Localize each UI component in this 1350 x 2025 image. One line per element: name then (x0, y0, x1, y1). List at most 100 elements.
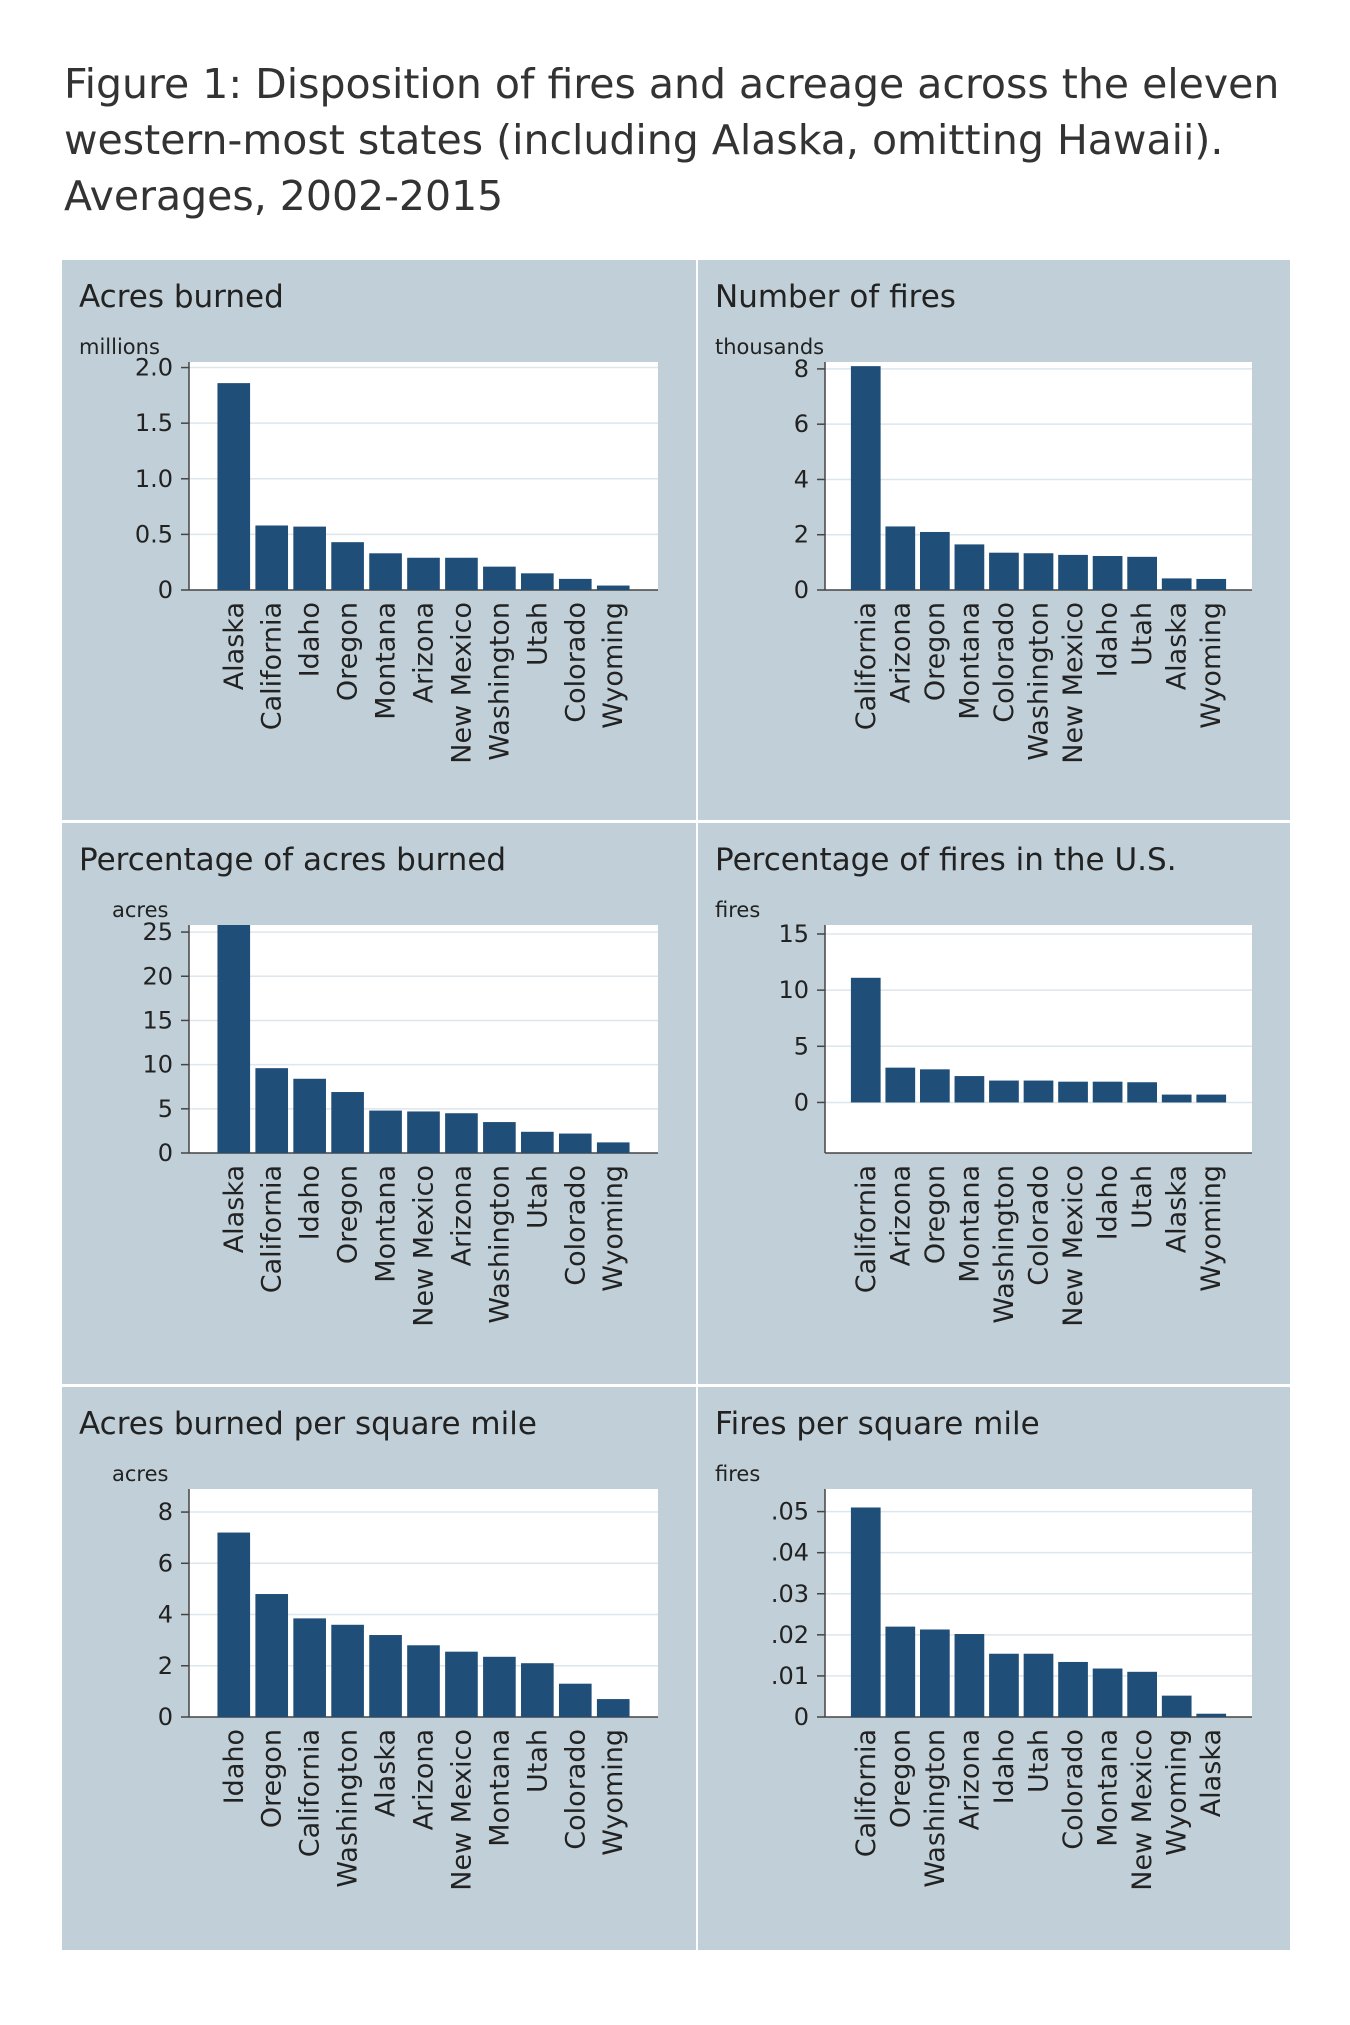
x-tick-label: Washington (1024, 602, 1055, 761)
bar-montana (483, 1656, 516, 1717)
x-tick-label: Washington (920, 1729, 951, 1888)
bar-washington (989, 1080, 1019, 1103)
x-tick-label: Oregon (885, 1729, 916, 1828)
unit-label: thousands (715, 335, 824, 359)
unit-label: millions (79, 335, 160, 359)
bar-utah (521, 573, 554, 590)
bar-colorado (558, 578, 592, 590)
bar-montana (1092, 1668, 1123, 1717)
panel-title: Number of fires (715, 279, 956, 315)
bar-washington (331, 1624, 364, 1717)
x-tick-label: Arizona (446, 1165, 477, 1266)
bar-washington (483, 566, 516, 590)
x-tick-label: Arizona (885, 602, 916, 703)
plot-area (825, 925, 1252, 1153)
bar-washington (483, 1122, 516, 1153)
bar-alaska (1161, 1094, 1192, 1103)
bar-new-mexico (445, 557, 478, 590)
y-tick-label: 0 (794, 1088, 809, 1116)
bar-utah (521, 1663, 554, 1717)
y-tick-label: 8 (158, 1498, 173, 1526)
y-tick-label: 5 (158, 1095, 173, 1123)
x-tick-label: Arizona (409, 602, 440, 703)
unit-label: fires (715, 1462, 760, 1486)
x-tick-label: California (257, 602, 288, 730)
y-tick-label: 0 (794, 576, 809, 604)
x-tick-label: New Mexico (1058, 1165, 1089, 1327)
x-tick-label: Arizona (885, 1165, 916, 1266)
x-tick-label: Montana (954, 1165, 985, 1283)
bar-new-mexico (1058, 1081, 1088, 1103)
x-tick-label: Colorado (560, 602, 591, 723)
x-tick-label: Montana (371, 602, 402, 720)
bar-colorado (1023, 1080, 1054, 1103)
y-tick-label: 15 (142, 1006, 173, 1034)
x-tick-label: Alaska (1162, 1165, 1193, 1253)
y-tick-label: 2 (794, 521, 809, 549)
x-tick-label: New Mexico (1058, 602, 1089, 764)
bar-montana (369, 1110, 402, 1153)
figure-title: Figure 1: Disposition of fires and acrea… (64, 56, 1304, 224)
bar-oregon (885, 1626, 916, 1717)
x-tick-label: Alaska (1196, 1729, 1227, 1817)
x-tick-label: Montana (954, 602, 985, 720)
bar-washington (1023, 553, 1054, 590)
bar-montana (369, 553, 402, 590)
y-tick-label: 2.0 (135, 354, 173, 382)
x-tick-label: Idaho (219, 1729, 250, 1804)
y-tick-label: 0 (158, 1139, 173, 1167)
y-tick-label: 0 (158, 576, 173, 604)
x-tick-label: Washington (484, 602, 515, 761)
bar-arizona (445, 1113, 478, 1153)
bar-utah (1127, 556, 1158, 590)
y-tick-label: 5 (794, 1032, 809, 1060)
y-tick-label: 0 (794, 1703, 809, 1731)
x-tick-label: Colorado (560, 1729, 591, 1850)
bar-colorado (558, 1133, 592, 1153)
bar-colorado (558, 1683, 592, 1717)
bar-idaho (1092, 556, 1123, 590)
y-tick-label: 2 (158, 1652, 173, 1680)
bar-alaska (1161, 578, 1192, 590)
bar-utah (1127, 1082, 1158, 1103)
y-tick-label: 0 (158, 1703, 173, 1731)
x-tick-label: Oregon (920, 602, 951, 701)
bar-arizona (885, 526, 916, 590)
bar-alaska (369, 1635, 402, 1717)
x-tick-label: Colorado (1024, 1165, 1055, 1286)
bar-oregon (255, 1594, 289, 1717)
bar-new-mexico (407, 1111, 440, 1153)
bar-oregon (919, 531, 950, 590)
bar-alaska (1196, 1713, 1227, 1717)
x-tick-label: Colorado (1058, 1729, 1089, 1850)
bar-arizona (407, 557, 440, 590)
bar-new-mexico (1058, 554, 1088, 590)
bar-colorado (1058, 1661, 1088, 1717)
x-tick-label: Alaska (219, 1165, 250, 1253)
x-tick-label: Oregon (333, 1165, 364, 1264)
y-tick-label: 25 (142, 918, 173, 946)
y-tick-label: .01 (771, 1662, 809, 1690)
x-tick-label: Washington (484, 1165, 515, 1324)
y-tick-label: 0.5 (135, 520, 173, 548)
bar-california (255, 1068, 289, 1153)
bar-california (850, 1507, 881, 1717)
x-tick-label: Utah (1127, 602, 1158, 666)
x-tick-label: Utah (522, 1165, 553, 1229)
bar-alaska (217, 925, 251, 1153)
bar-arizona (885, 1067, 916, 1103)
y-tick-label: 6 (158, 1549, 173, 1577)
y-tick-label: .05 (771, 1498, 809, 1526)
bar-arizona (407, 1645, 440, 1717)
x-tick-label: Colorado (989, 602, 1020, 723)
panel-title: Acres burned (79, 279, 284, 315)
x-tick-label: Arizona (954, 1729, 985, 1830)
bar-washington (919, 1629, 950, 1717)
panel-title: Percentage of fires in the U.S. (715, 842, 1177, 878)
bar-wyoming (596, 1142, 630, 1153)
bar-wyoming (1196, 578, 1227, 590)
x-tick-label: Idaho (295, 1165, 326, 1240)
x-tick-label: Idaho (989, 1729, 1020, 1804)
x-tick-label: Wyoming (598, 602, 629, 729)
